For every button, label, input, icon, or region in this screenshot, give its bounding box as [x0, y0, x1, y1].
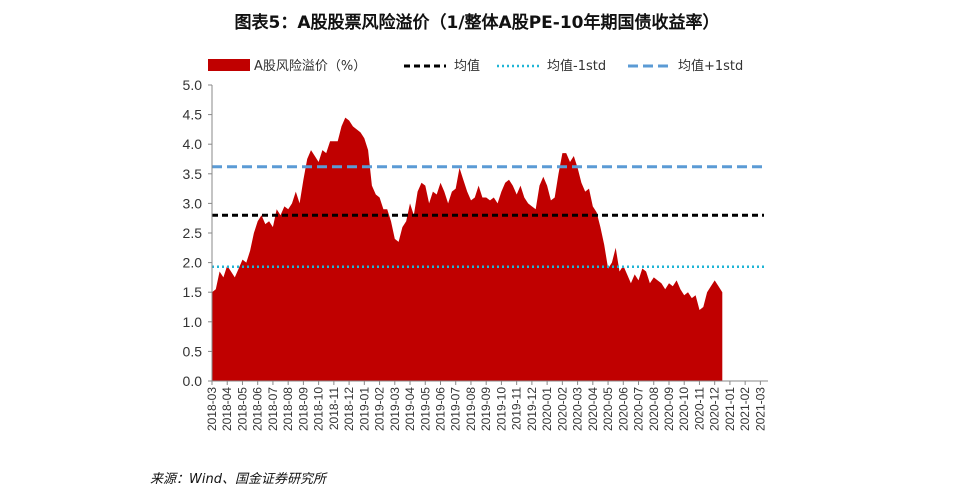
x-tick-label: 2018-04: [220, 387, 234, 431]
risk-premium-area: [212, 117, 723, 381]
x-tick-label: 2019-09: [479, 387, 493, 431]
x-tick-label: 2020-01: [540, 387, 554, 431]
x-tick-label: 2020-08: [647, 387, 661, 431]
x-tick-label: 2019-11: [510, 387, 524, 430]
x-tick-label: 2020-03: [571, 387, 585, 431]
x-tick-label: 2019-07: [449, 387, 463, 431]
x-tick-label: 2019-06: [433, 387, 447, 431]
x-tick-label: 2021-01: [723, 387, 737, 431]
y-tick-label: 4.5: [183, 107, 203, 123]
y-tick-label: 2.0: [183, 255, 203, 271]
y-tick-label: 0.5: [183, 343, 203, 359]
x-tick-label: 2018-06: [251, 387, 265, 431]
y-tick-label: 3.5: [183, 166, 203, 182]
x-tick-label: 2018-12: [342, 387, 356, 431]
x-tick-label: 2018-11: [327, 387, 341, 430]
x-tick-label: 2018-03: [205, 387, 219, 431]
x-tick-label: 2020-02: [555, 387, 569, 431]
y-tick-label: 1.5: [183, 284, 203, 300]
x-tick-label: 2020-09: [662, 387, 676, 431]
x-tick-label: 2020-04: [586, 387, 600, 431]
x-tick-label: 2019-08: [464, 387, 478, 431]
legend: A股风险溢价（%） 均值 均值-1std 均值+1std: [208, 58, 743, 74]
legend-area-swatch: [208, 59, 250, 71]
y-tick-label: 0.0: [183, 373, 203, 389]
x-tick-label: 2020-06: [616, 387, 630, 431]
x-tick-label: 2019-03: [388, 387, 402, 431]
x-tick-label: 2018-05: [235, 387, 249, 431]
x-tick-label: 2018-08: [281, 387, 295, 431]
x-tick-label: 2020-11: [692, 387, 706, 430]
legend-area-label: A股风险溢价（%）: [254, 59, 366, 74]
chart-title: 图表5：A股股票风险溢价（1/整体A股PE-10年期国债收益率）: [234, 13, 720, 33]
y-tick-label: 4.0: [183, 136, 203, 152]
x-tick-label: 2019-05: [418, 387, 432, 431]
x-tick-label: 2019-12: [525, 387, 539, 431]
x-tick-label: 2021-02: [738, 387, 752, 431]
y-tick-label: 5.0: [183, 77, 203, 93]
y-tick-label: 2.5: [183, 225, 203, 241]
x-tick-label: 2020-12: [708, 387, 722, 431]
x-tick-label: 2020-05: [601, 387, 615, 431]
area-layer: [212, 117, 723, 381]
x-tick-label: 2021-03: [753, 387, 767, 431]
legend-plus-std-label: 均值+1std: [678, 58, 743, 74]
x-tick-label: 2018-07: [266, 387, 280, 431]
x-tick-label: 2019-10: [494, 387, 508, 431]
x-tick-label: 2020-10: [677, 387, 691, 431]
y-tick-label: 1.0: [183, 314, 203, 330]
x-tick-label: 2019-01: [357, 387, 371, 431]
legend-minus-std-label: 均值-1std: [547, 58, 606, 74]
reference-lines: [212, 165, 764, 268]
y-tick-label: 3.0: [183, 195, 203, 211]
axes: 0.0 0.5 1.0 1.5 2.0 2.5 3.0 3.5 4.0 4.5 5.0 2018-03…: [183, 77, 768, 431]
x-tick-label: 2018-10: [312, 387, 326, 431]
source-note: 来源：Wind、国金证券研究所: [150, 472, 326, 487]
x-tick-label: 2019-04: [403, 387, 417, 431]
x-tick-label: 2018-09: [296, 387, 310, 431]
x-tick-label: 2019-02: [373, 387, 387, 431]
legend-mean-label: 均值: [454, 58, 480, 74]
x-tick-label: 2020-07: [632, 387, 646, 431]
